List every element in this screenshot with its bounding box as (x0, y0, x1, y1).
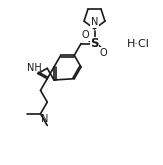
Text: O: O (100, 48, 107, 58)
Text: N: N (42, 114, 49, 124)
Text: O: O (82, 30, 89, 40)
Text: H·Cl: H·Cl (126, 39, 149, 49)
Text: NH: NH (28, 63, 42, 73)
Text: N: N (91, 17, 98, 27)
Text: S: S (90, 37, 99, 50)
